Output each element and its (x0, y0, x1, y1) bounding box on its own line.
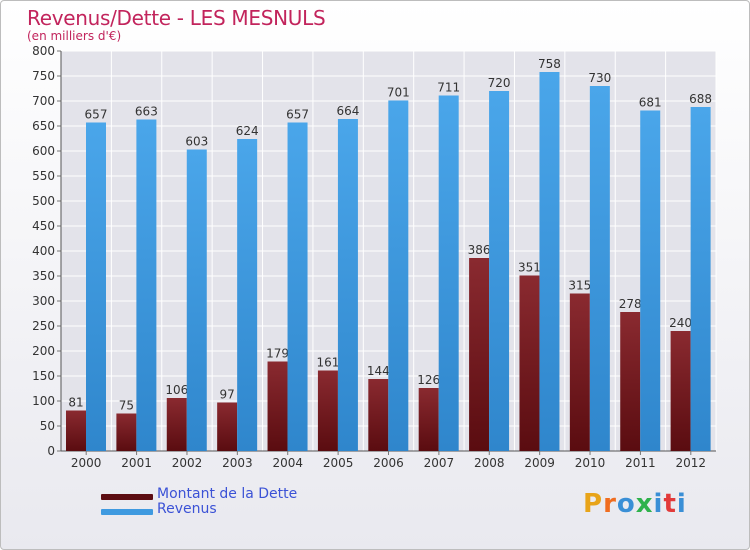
x-tick-label: 2011 (625, 456, 656, 470)
data-label-debt: 106 (165, 383, 188, 397)
bar-debt (418, 388, 439, 451)
data-label-debt: 315 (568, 279, 591, 293)
bar-revenue (136, 119, 157, 451)
x-tick-label: 2005 (323, 456, 354, 470)
data-label-revenue: 711 (437, 81, 460, 95)
data-label-revenue: 657 (85, 108, 108, 122)
y-tick-label: 300 (32, 294, 55, 308)
y-tick-label: 800 (32, 44, 55, 58)
bar-debt (166, 398, 187, 451)
data-label-revenue: 603 (185, 135, 208, 149)
y-tick-label: 650 (32, 119, 55, 133)
data-label-revenue: 663 (135, 105, 158, 119)
bar-revenue (690, 107, 711, 451)
bar-debt (368, 379, 389, 451)
y-tick-label: 450 (32, 219, 55, 233)
data-label-revenue: 730 (588, 71, 611, 85)
data-label-debt: 97 (220, 388, 235, 402)
data-label-revenue: 720 (488, 76, 511, 90)
y-tick-label: 200 (32, 344, 55, 358)
y-tick-label: 100 (32, 394, 55, 408)
data-label-debt: 126 (417, 373, 440, 387)
data-label-debt: 351 (518, 261, 541, 275)
bar-debt (519, 275, 540, 451)
bar-revenue (86, 122, 106, 451)
data-label-revenue: 758 (538, 57, 561, 71)
y-tick-label: 750 (32, 69, 55, 83)
bar-revenue (640, 110, 661, 451)
x-tick-label: 2010 (575, 456, 606, 470)
bar-debt (116, 413, 137, 451)
data-label-revenue: 657 (286, 108, 309, 122)
y-tick-label: 400 (32, 244, 55, 258)
chart-subtitle: (en milliers d'€) (27, 29, 122, 43)
x-tick-label: 2003 (222, 456, 253, 470)
y-tick-label: 350 (32, 269, 55, 283)
data-label-revenue: 688 (689, 92, 712, 106)
bar-debt (569, 293, 590, 451)
legend-swatch-debt (101, 494, 153, 500)
x-tick-label: 2000 (71, 456, 102, 470)
data-label-debt: 179 (266, 347, 289, 361)
y-tick-label: 150 (32, 369, 55, 383)
y-tick-label: 50 (40, 419, 55, 433)
data-label-debt: 161 (316, 356, 339, 370)
y-tick-label: 250 (32, 319, 55, 333)
x-tick-label: 2004 (272, 456, 303, 470)
legend-swatch-revenue (101, 509, 153, 515)
y-tick-label: 700 (32, 94, 55, 108)
bar-debt (217, 402, 238, 451)
bar-revenue (438, 95, 459, 451)
data-label-debt: 81 (68, 396, 83, 410)
chart-title: Revenus/Dette - LES MESNULS (27, 6, 326, 30)
x-tick-label: 2009 (524, 456, 555, 470)
data-label-debt: 386 (468, 243, 491, 257)
data-label-revenue: 701 (387, 86, 410, 100)
legend-label-revenue: Revenus (157, 501, 217, 517)
data-label-revenue: 624 (236, 124, 259, 138)
bar-debt (267, 361, 288, 451)
y-tick-label: 0 (47, 444, 55, 458)
data-label-debt: 278 (619, 297, 642, 311)
bar-revenue (186, 149, 207, 451)
x-tick-label: 2008 (474, 456, 505, 470)
bar-revenue (589, 86, 610, 451)
bar-debt (620, 312, 641, 451)
data-label-debt: 240 (669, 316, 692, 330)
bar-revenue (489, 91, 510, 451)
bar-revenue (539, 72, 560, 451)
data-label-revenue: 681 (639, 96, 662, 110)
y-tick-label: 600 (32, 144, 55, 158)
x-tick-label: 2006 (373, 456, 404, 470)
legend-label-debt: Montant de la Dette (157, 486, 298, 502)
x-tick-label: 2012 (676, 456, 707, 470)
bar-debt (670, 331, 691, 451)
data-label-revenue: 664 (336, 104, 359, 118)
x-tick-label: 2007 (424, 456, 455, 470)
bar-debt (317, 370, 338, 451)
y-tick-label: 500 (32, 194, 55, 208)
bar-revenue (237, 139, 258, 451)
data-label-debt: 144 (367, 364, 390, 378)
bar-revenue (337, 119, 358, 451)
bar-revenue (388, 100, 409, 451)
x-tick-label: 2002 (172, 456, 203, 470)
bar-debt (469, 258, 490, 451)
data-label-debt: 75 (119, 399, 134, 413)
y-tick-label: 550 (32, 169, 55, 183)
x-tick-label: 2001 (121, 456, 152, 470)
proxiti-logo: Proxiti (583, 489, 687, 519)
bar-debt (66, 410, 86, 451)
bar-revenue (287, 122, 308, 451)
